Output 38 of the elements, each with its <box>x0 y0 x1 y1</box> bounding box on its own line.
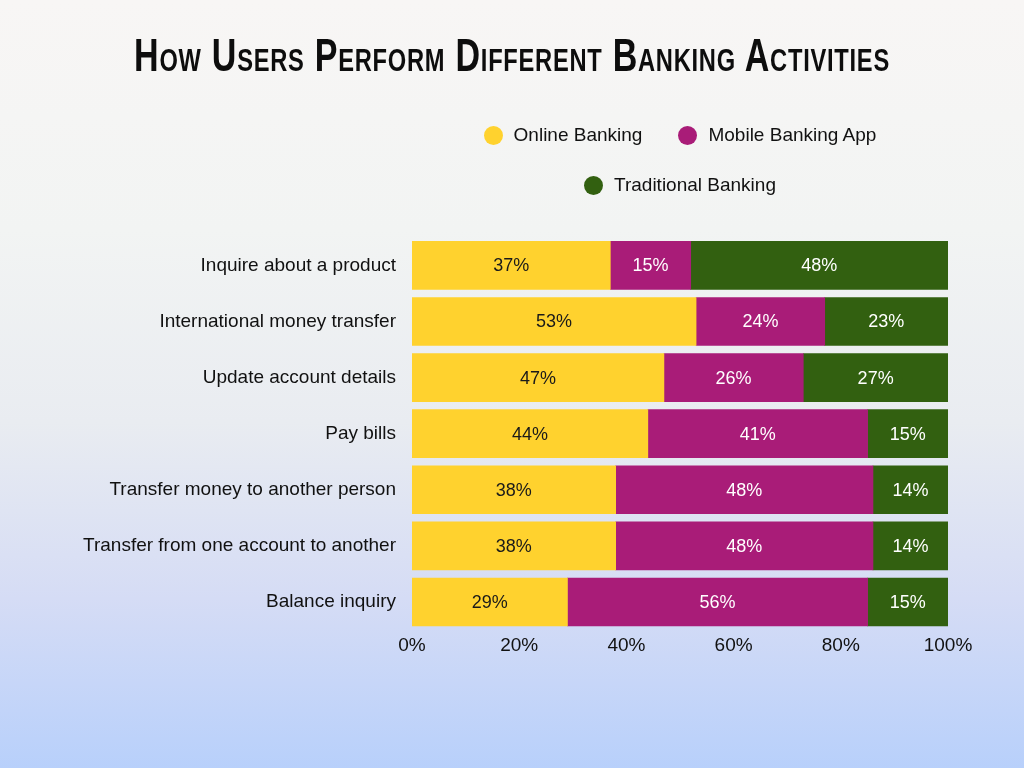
x-tick-label: 60% <box>714 633 753 655</box>
x-tick-label: 40% <box>607 633 646 655</box>
data-label: 24% <box>742 311 779 332</box>
data-label: 44% <box>511 423 548 444</box>
data-label: 56% <box>699 591 736 612</box>
x-tick-label: 80% <box>821 633 860 655</box>
y-tick-label: Balance inquiry <box>266 590 397 612</box>
y-tick-label: Inquire about a product <box>200 253 397 275</box>
x-tick-label: 0% <box>398 633 426 655</box>
data-label: 23% <box>868 311 905 332</box>
data-label: 48% <box>726 479 763 500</box>
data-label: 14% <box>892 535 929 556</box>
y-tick-label: Transfer money to another person <box>109 478 396 500</box>
data-label: 15% <box>889 591 926 612</box>
y-tick-label: Pay bills <box>325 421 396 443</box>
data-label: 15% <box>632 255 669 276</box>
data-label: 26% <box>715 367 752 388</box>
y-tick-label: International money transfer <box>159 309 397 331</box>
data-label: 41% <box>739 423 776 444</box>
data-label: 53% <box>536 311 573 332</box>
data-label: 38% <box>495 535 532 556</box>
data-label: 27% <box>857 367 894 388</box>
legend-label: Mobile Banking App <box>708 124 877 146</box>
data-label: 38% <box>495 479 532 500</box>
x-tick-label: 100% <box>923 633 973 655</box>
data-label: 15% <box>889 423 926 444</box>
x-tick-label: 20% <box>500 633 539 655</box>
chart-title: How Users Perform Different Banking Activities <box>133 28 891 82</box>
y-tick-label: Update account details <box>202 365 396 387</box>
legend-label: Traditional Banking <box>614 174 776 196</box>
data-label: 29% <box>471 591 508 612</box>
data-label: 14% <box>892 479 929 500</box>
data-label: 48% <box>726 535 763 556</box>
y-tick-label: Transfer from one account to another <box>83 534 397 556</box>
data-label: 48% <box>801 255 838 276</box>
data-label: 37% <box>493 255 530 276</box>
legend-label: Online Banking <box>513 124 643 146</box>
data-label: 47% <box>519 367 556 388</box>
